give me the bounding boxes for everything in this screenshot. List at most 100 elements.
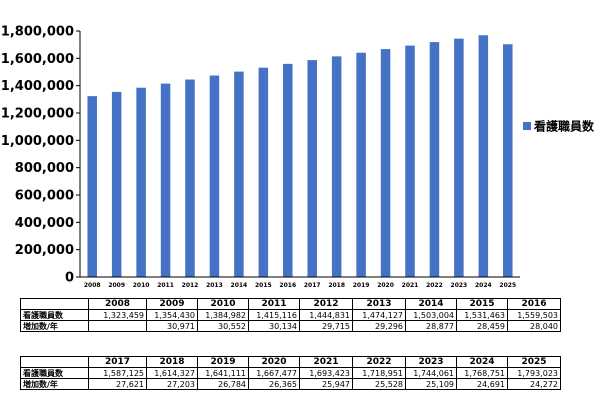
table-cell: 26,365 xyxy=(248,378,300,390)
y-tick-label: 600,000 xyxy=(15,189,74,204)
table-year-header: 2018 xyxy=(146,356,198,368)
y-tick-label: 1,000,000 xyxy=(1,134,74,149)
data-table-2008-2016: 2008 2009 2010 2011 2012 2013 2014 2015 2016 看護職員… xyxy=(20,298,561,332)
table-cell: 1,503,004 xyxy=(405,309,457,321)
x-tick-label: 2024 xyxy=(475,282,492,289)
legend-label: 看護職員数 xyxy=(534,119,595,134)
table-year-header: 2023 xyxy=(405,356,457,368)
table-cell: 1,768,751 xyxy=(456,367,508,379)
table-cell: 1,384,982 xyxy=(197,309,249,321)
x-tick-label: 2019 xyxy=(353,282,370,289)
table-corner-cell xyxy=(20,298,89,310)
table-year-header: 2022 xyxy=(352,356,406,368)
x-tick-label: 2020 xyxy=(377,282,394,289)
table-cell: 27,621 xyxy=(88,378,147,390)
y-tick-label: 0 xyxy=(65,271,74,286)
bar xyxy=(87,96,97,277)
table-cell: 29,715 xyxy=(299,320,353,332)
bar xyxy=(283,63,293,278)
table-cell: 27,203 xyxy=(146,378,198,390)
table-year-header: 2013 xyxy=(352,298,406,310)
x-tick-label: 2014 xyxy=(231,282,248,289)
bar xyxy=(160,83,171,277)
y-tick-label: 1,600,000 xyxy=(1,52,74,67)
table-cell: 1,614,327 xyxy=(146,367,198,379)
y-tick-label: 1,200,000 xyxy=(1,107,74,122)
table-cell: 1,587,125 xyxy=(88,367,147,379)
bar xyxy=(454,38,464,277)
x-tick-label: 2025 xyxy=(499,282,516,289)
table-year-header: 2011 xyxy=(248,298,300,310)
bar xyxy=(429,42,440,277)
table-header-row: 2008 2009 2010 2011 2012 2013 2014 2015 2016 xyxy=(20,298,561,310)
table-cell: 25,109 xyxy=(405,378,457,390)
table-year-header: 2012 xyxy=(299,298,353,310)
table-cell: 30,552 xyxy=(197,320,249,332)
bar xyxy=(185,79,195,277)
bar xyxy=(307,60,317,278)
legend-swatch xyxy=(523,122,531,130)
table-cell: 30,971 xyxy=(146,320,198,332)
x-tick-label: 2015 xyxy=(255,282,272,289)
x-tick-label: 2008 xyxy=(84,282,101,289)
table-row: 看護職員数 1,587,125 1,614,327 1,641,111 1,667,47… xyxy=(20,367,561,379)
data-table-2017-2025: 2017 2018 2019 2020 2021 2022 2023 2024 2025 看護職員… xyxy=(20,356,561,390)
table-cell: 1,415,116 xyxy=(248,309,300,321)
x-tick-label: 2018 xyxy=(328,282,345,289)
table-cell: 1,641,111 xyxy=(197,367,249,379)
table-cell: 24,691 xyxy=(456,378,508,390)
table-year-header: 2017 xyxy=(88,356,147,368)
table-year-header: 2009 xyxy=(146,298,198,310)
table-cell: 1,354,430 xyxy=(146,309,198,321)
x-tick-label: 2012 xyxy=(182,282,199,289)
x-tick-label: 2011 xyxy=(157,282,174,289)
table-year-header: 2019 xyxy=(197,356,249,368)
table-cell: 30,134 xyxy=(248,320,300,332)
bar xyxy=(356,52,366,278)
table-cell: 28,040 xyxy=(507,320,561,332)
bar xyxy=(380,49,391,277)
table-year-header: 2021 xyxy=(299,356,353,368)
bar xyxy=(209,75,220,277)
y-tick-label: 1,800,000 xyxy=(1,25,74,40)
bar xyxy=(258,67,269,277)
table-header-row: 2017 2018 2019 2020 2021 2022 2023 2024 2025 xyxy=(20,356,561,368)
table-cell: 25,947 xyxy=(299,378,353,390)
table-corner-cell xyxy=(20,356,89,368)
x-axis: 2008 2009 2010 2011 2012 2013 2014 2015 2016 2017… xyxy=(80,276,520,289)
bars xyxy=(87,35,513,278)
bar xyxy=(234,71,244,277)
table-cell: 1,474,127 xyxy=(352,309,406,321)
y-tick-label: 800,000 xyxy=(15,161,74,176)
table-row: 看護職員数 1,323,459 1,354,430 1,384,982 1,415,11… xyxy=(20,309,561,321)
x-tick-label: 2013 xyxy=(206,282,223,289)
x-tick-label: 2022 xyxy=(426,282,443,289)
table-cell: 28,459 xyxy=(456,320,508,332)
table-row: 増加数/年 27,621 27,203 26,784 26,365 25,947 25,52… xyxy=(20,378,561,390)
x-tick-label: 2021 xyxy=(402,282,419,289)
x-tick-label: 2017 xyxy=(304,282,321,289)
table-cell: 1,559,503 xyxy=(507,309,561,321)
table-cell: 28,877 xyxy=(405,320,457,332)
bar xyxy=(405,45,415,277)
table-row: 増加数/年 30,971 30,552 30,134 29,715 29,296 28,87… xyxy=(20,320,561,332)
table-year-header: 2014 xyxy=(405,298,457,310)
table-year-header: 2020 xyxy=(248,356,300,368)
x-tick-label: 2010 xyxy=(133,282,150,289)
x-tick-label: 2009 xyxy=(108,282,125,289)
x-tick-label: 2016 xyxy=(279,282,296,289)
y-axis: 0 200,000 400,000 600,000 800,000 1,000,000 1,… xyxy=(1,25,81,286)
table-row-label: 看護職員数 xyxy=(20,367,89,379)
table-row-label: 増加数/年 xyxy=(20,378,89,390)
table-cell: 1,693,423 xyxy=(299,367,353,379)
x-tick-label: 2023 xyxy=(451,282,468,289)
table-cell: 1,323,459 xyxy=(88,309,147,321)
table-year-header: 2024 xyxy=(456,356,508,368)
table-cell: 1,744,061 xyxy=(405,367,457,379)
table-cell: 1,793,023 xyxy=(507,367,561,379)
table-year-header: 2025 xyxy=(507,356,561,368)
table-cell: 1,444,831 xyxy=(299,309,353,321)
table-row-label: 増加数/年 xyxy=(20,320,89,332)
table-cell xyxy=(88,320,147,332)
table-year-header: 2015 xyxy=(456,298,508,310)
